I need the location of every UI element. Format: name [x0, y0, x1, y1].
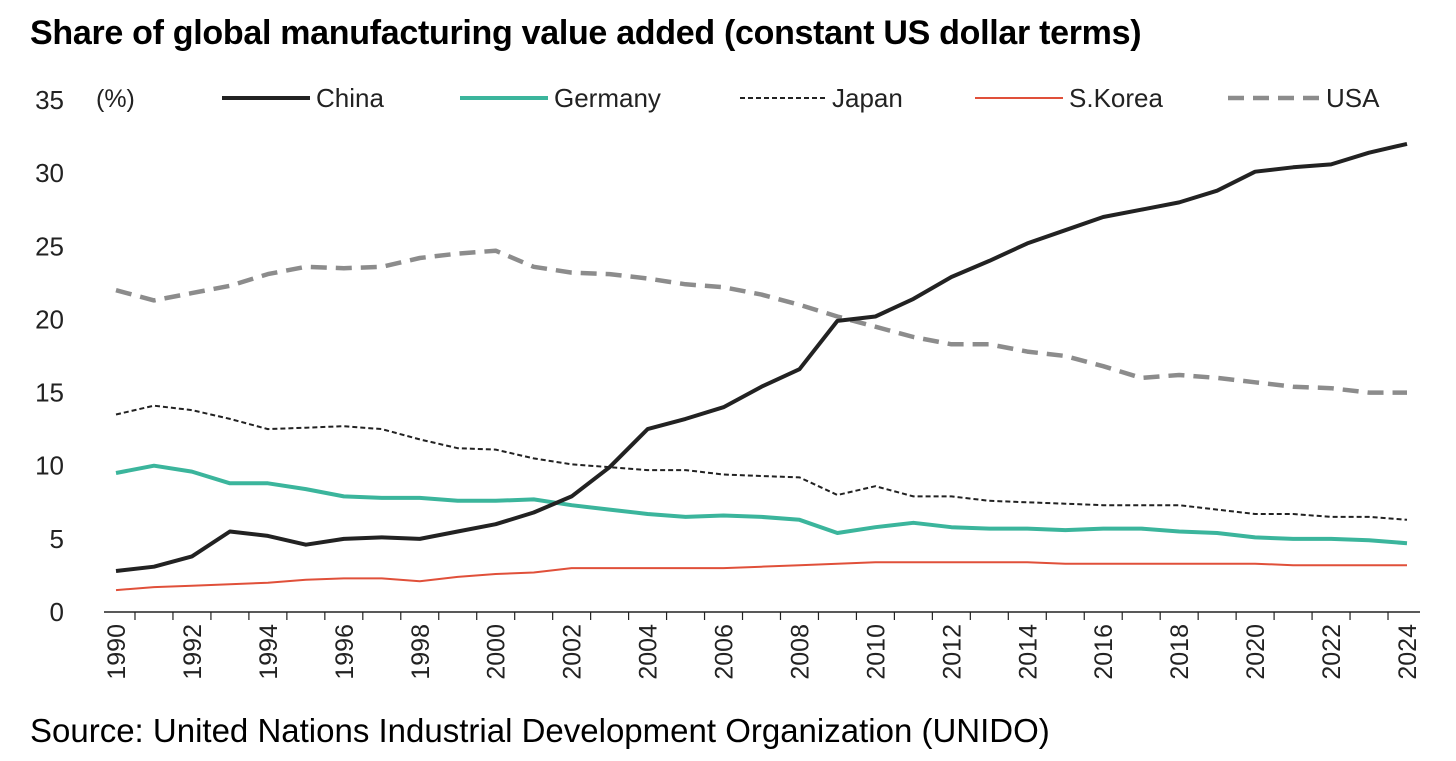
- chart-title: Share of global manufacturing value adde…: [30, 14, 1142, 52]
- y-axis-tick-labels: 0 5 10 15 20 25 30 35: [35, 85, 64, 627]
- y-tick-label: 20: [35, 304, 64, 334]
- y-tick-label: 5: [50, 524, 64, 554]
- y-unit-label: (%): [96, 85, 135, 113]
- series-line-china: [115, 141, 1408, 573]
- x-tick-label: 1994: [255, 624, 283, 680]
- series-line-usa: [115, 248, 1407, 395]
- series-line-germany: [115, 463, 1408, 546]
- x-tick-label: 2000: [483, 624, 511, 680]
- y-tick-label: 30: [35, 158, 64, 188]
- legend-label: Germany: [554, 83, 661, 113]
- legend-label: China: [316, 83, 384, 113]
- x-tick-label: 2020: [1242, 624, 1270, 680]
- x-axis-ticks: 1990 1992 1994 1996 1998 2000 2002 2004 2006 2008…: [103, 612, 1422, 680]
- x-tick-label: 2006: [711, 624, 739, 680]
- x-tick-label: 2022: [1318, 624, 1346, 680]
- y-tick-label: 15: [35, 378, 64, 408]
- y-tick-label: 25: [35, 231, 64, 261]
- x-tick-label: 2024: [1394, 624, 1422, 680]
- x-tick-label: 2010: [862, 624, 890, 680]
- x-tick-label: 2008: [786, 624, 814, 680]
- series-lines: [115, 141, 1408, 592]
- x-tick-label: 2018: [1166, 624, 1194, 680]
- source-note: Source: United Nations Industrial Develo…: [30, 712, 1050, 749]
- y-tick-label: 0: [50, 597, 64, 627]
- legend-label: Japan: [832, 83, 903, 113]
- x-tick-label: 2012: [938, 624, 966, 680]
- x-tick-label: 1990: [103, 624, 131, 680]
- legend: China Germany Japan S.Korea USA: [222, 83, 1380, 113]
- x-tick-label: 2004: [635, 624, 663, 680]
- series-line-skorea: [115, 561, 1407, 592]
- legend-label: USA: [1326, 83, 1380, 113]
- y-tick-label: 10: [35, 451, 64, 481]
- x-tick-label: 1996: [331, 624, 359, 680]
- x-tick-label: 1992: [179, 624, 207, 680]
- x-tick-label: 2014: [1014, 624, 1042, 680]
- x-tick-label: 2016: [1090, 624, 1118, 680]
- legend-label: S.Korea: [1069, 83, 1163, 113]
- x-tick-label: 2002: [559, 624, 587, 680]
- series-line-japan: [115, 404, 1408, 521]
- x-tick-label: 1998: [407, 624, 435, 680]
- y-tick-label: 35: [35, 85, 64, 115]
